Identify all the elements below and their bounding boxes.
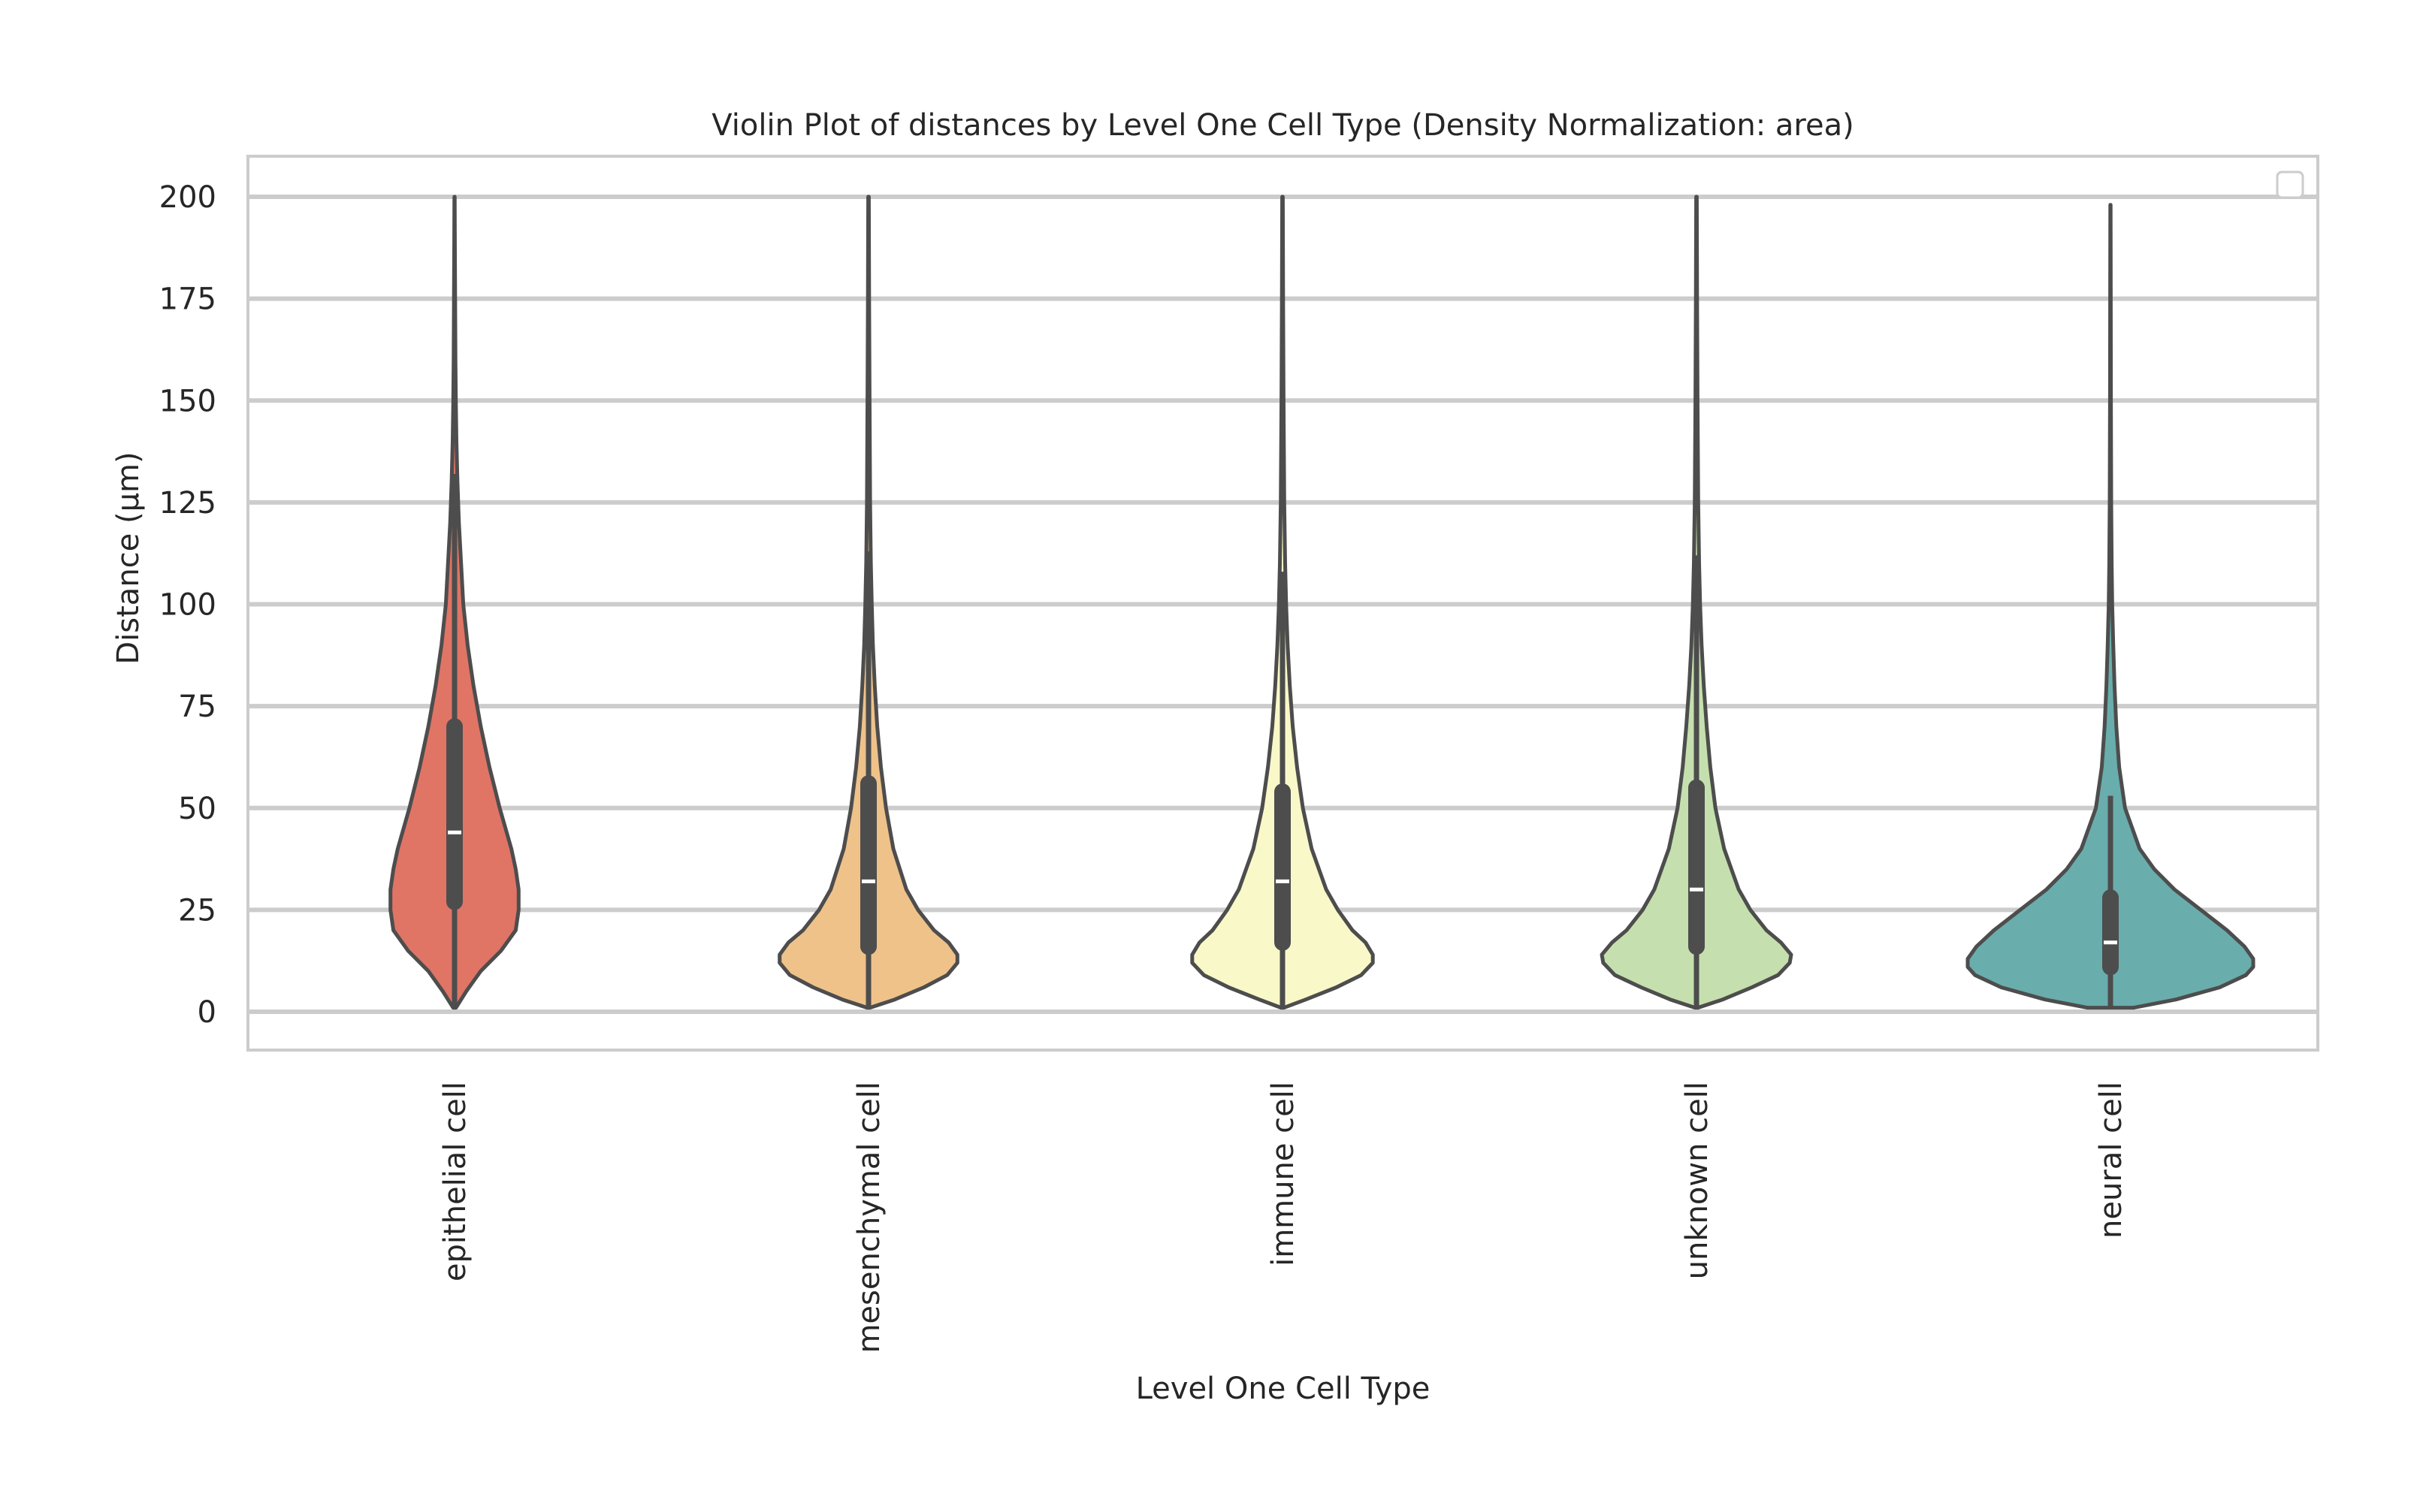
y-axis-label: Distance (µm) bbox=[111, 451, 146, 664]
y-tick-label: 75 bbox=[178, 690, 216, 724]
y-tick-label: 200 bbox=[159, 180, 216, 215]
x-tick-label: epithelial cell bbox=[438, 1082, 473, 1281]
y-tick-label: 25 bbox=[178, 893, 216, 928]
x-axis-ticks: epithelial cell mesenchymal cell immune ce… bbox=[438, 1082, 2128, 1354]
violin-mesenchymal-cell bbox=[778, 195, 959, 1010]
violin-neural-cell bbox=[1965, 203, 2255, 1010]
violins bbox=[388, 195, 2255, 1010]
x-tick-label: neural cell bbox=[2094, 1082, 2128, 1239]
legend-box bbox=[2276, 171, 2304, 199]
y-axis-ticks: 0 25 50 75 100 125 150 175 200 bbox=[159, 180, 216, 1030]
y-tick-label: 100 bbox=[159, 588, 216, 623]
violin-immune-cell bbox=[1190, 195, 1375, 1010]
plot-frame bbox=[246, 155, 2319, 1052]
x-tick-label: immune cell bbox=[1266, 1082, 1301, 1266]
chart-title: Violin Plot of distances by Level One Ce… bbox=[712, 108, 1854, 143]
y-tick-label: 175 bbox=[159, 282, 216, 317]
x-tick-label: mesenchymal cell bbox=[852, 1082, 887, 1354]
x-tick-label: unknown cell bbox=[1680, 1082, 1715, 1279]
x-axis-label: Level One Cell Type bbox=[1136, 1372, 1431, 1406]
y-tick-label: 125 bbox=[159, 486, 216, 521]
violin-epithelial-cell bbox=[388, 195, 521, 1010]
violin-unknown-cell bbox=[1600, 195, 1793, 1010]
y-tick-label: 50 bbox=[178, 792, 216, 826]
violin-body bbox=[1965, 203, 2255, 1010]
y-tick-label: 0 bbox=[198, 995, 216, 1030]
y-tick-label: 150 bbox=[159, 384, 216, 418]
